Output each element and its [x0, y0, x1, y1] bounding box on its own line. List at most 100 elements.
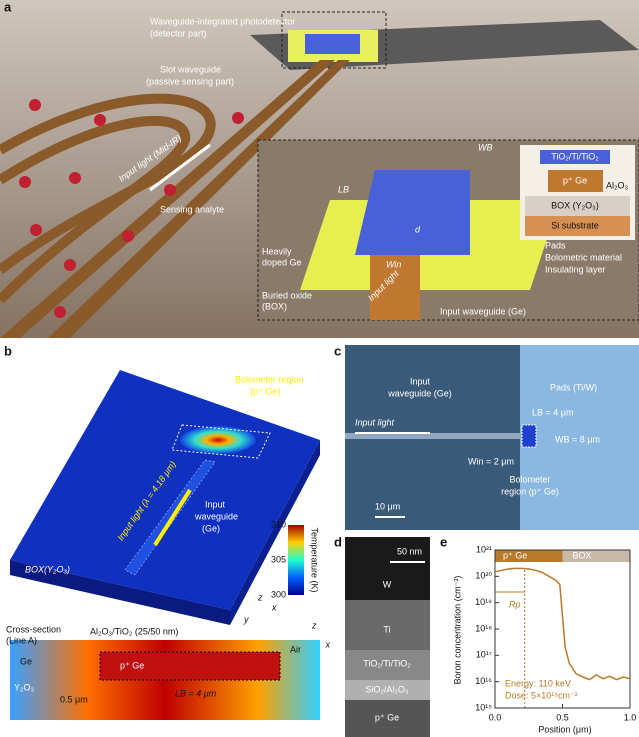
waveguide — [345, 433, 525, 439]
panel-label: c — [334, 343, 341, 358]
panel-label: d — [334, 534, 342, 549]
axis: z — [311, 620, 317, 630]
pads-area — [520, 345, 639, 530]
x-tick-label: 1.0 — [624, 712, 637, 722]
label: p⁺ Ge — [563, 175, 587, 185]
annotation: Energy: 110 keV — [505, 678, 571, 688]
label: Sensing analyte — [160, 204, 224, 214]
label: Waveguide-integrated photodetector — [150, 16, 295, 26]
label: p⁺ Ge — [120, 660, 144, 670]
slot-waveguide — [48, 60, 350, 338]
tem-tio — [345, 650, 430, 680]
label: Bolometer region — [235, 374, 304, 384]
label: Buried oxide — [262, 290, 312, 300]
label: WB — [478, 142, 493, 152]
tem-sio — [345, 680, 430, 700]
detector-small-bolometer — [305, 34, 360, 54]
label: Input — [410, 376, 431, 386]
label: TiO₂/Ti/TiO₂ — [363, 658, 411, 668]
label: (Line A) — [6, 635, 37, 645]
label: region (p⁺ Ge) — [501, 486, 559, 496]
label: Slot waveguide — [160, 64, 221, 74]
label: LB = 4 μm — [175, 688, 217, 698]
label: BOX (Y₂O₃) — [551, 200, 599, 210]
label: doped Ge — [262, 257, 302, 267]
axis: y — [243, 614, 249, 624]
label: WB = 8 μm — [555, 434, 600, 444]
label: Input — [205, 499, 226, 509]
label: (Ge) — [202, 523, 220, 533]
label: Air — [290, 644, 301, 654]
y-axis-title: Boron concentration (cm⁻³) — [452, 576, 462, 685]
y-tick-label: 10¹⁵ — [475, 702, 492, 712]
box-slab-side — [230, 440, 320, 625]
x-tick-label: 0.0 — [489, 712, 502, 722]
label: Input waveguide (Ge) — [440, 306, 526, 316]
label: Input light — [355, 417, 395, 427]
light-arrow — [153, 488, 192, 547]
label: Ti — [383, 624, 390, 634]
box-slab-side — [10, 560, 230, 625]
x-axis-title: Position (μm) — [538, 724, 591, 734]
region-band — [495, 550, 563, 562]
y-tick-label: 10²¹ — [476, 544, 492, 554]
label: Insulating layer — [545, 264, 606, 274]
axis: x — [271, 602, 277, 612]
label: W — [383, 579, 392, 589]
annotation: Dose: 5×10¹⁵cm⁻² — [505, 690, 578, 700]
inset-si — [525, 216, 630, 236]
colorbar-title: Temperature (K) — [310, 527, 320, 592]
input-waveguide — [370, 255, 420, 320]
bolometer-outline — [171, 424, 271, 459]
tem-pge — [345, 700, 430, 737]
analyte-molecules — [19, 99, 244, 318]
panel-b: b Bolometer region (p⁺ Ge) Input light (… — [4, 343, 331, 720]
colorbar-label: 305 — [271, 554, 286, 564]
label: Win — [386, 259, 401, 269]
colorbar-label: 300 — [271, 589, 286, 599]
loop-waveguide — [0, 93, 216, 274]
pge-region — [99, 651, 281, 681]
region-band — [562, 550, 630, 562]
label: LB — [338, 184, 349, 194]
label: Y₂O₃ — [14, 682, 34, 692]
label: LB = 4 μm — [532, 407, 573, 417]
y-tick-label: 10¹⁷ — [476, 650, 492, 660]
tem-ti — [345, 600, 430, 650]
label: Pads (Ti/W) — [550, 382, 597, 392]
y-tick-label: 10²⁰ — [475, 571, 492, 581]
panel-label: b — [4, 343, 12, 358]
label: waveguide — [194, 511, 238, 521]
label: waveguide (Ge) — [387, 388, 452, 398]
panel-label: a — [4, 0, 12, 14]
label: Al₂O₃ — [606, 180, 628, 190]
label: 0.5 μm — [60, 694, 88, 704]
panel-c: c Input waveguide (Ge) Pads (Ti/W) Input… — [334, 343, 639, 530]
label: (passive sensing part) — [146, 76, 234, 86]
waveguide — [124, 459, 216, 576]
x-tick-label: 0.5 — [556, 712, 569, 722]
label: p⁺ Ge — [375, 712, 399, 722]
label: (detector part) — [150, 28, 207, 38]
loop-waveguide — [0, 116, 191, 304]
label: 50 nm — [397, 546, 422, 556]
label: Pads — [545, 240, 566, 250]
label: Si substrate — [551, 220, 599, 230]
bolometer — [521, 424, 537, 448]
colorbar — [288, 525, 304, 595]
label: BOX(Y₂O₃) — [25, 564, 70, 574]
inset-box — [525, 196, 630, 216]
panel-label: e — [440, 534, 447, 549]
panel-d: d 50 nm W Ti TiO₂/Ti/TiO₂ SiO₂/Al₂O₃ p⁺ … — [334, 534, 430, 737]
annotation: BOX — [573, 550, 592, 560]
label: Ge — [20, 656, 32, 666]
colorbar-label: 310 — [271, 519, 286, 529]
label: Heavily — [262, 246, 292, 256]
label: SiO₂/Al₂O₃ — [365, 684, 408, 694]
label: (BOX) — [262, 301, 287, 311]
label: Win = 2 μm — [468, 456, 514, 466]
annotation: p⁺ Ge — [503, 550, 527, 560]
inset-tio — [540, 150, 610, 164]
heat-spot — [180, 426, 256, 454]
